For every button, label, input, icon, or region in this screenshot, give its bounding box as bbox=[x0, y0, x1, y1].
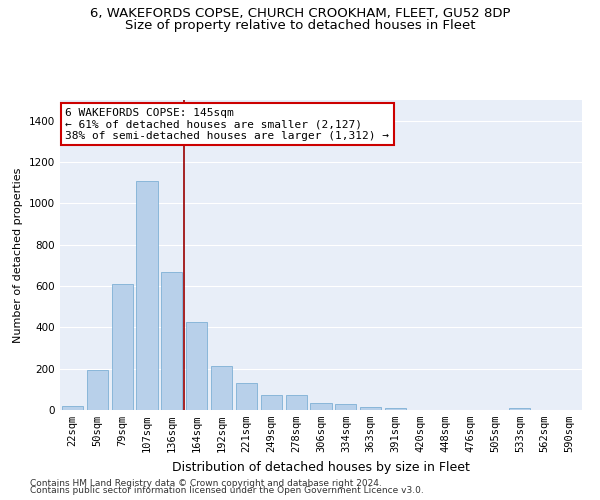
Text: Contains HM Land Registry data © Crown copyright and database right 2024.: Contains HM Land Registry data © Crown c… bbox=[30, 478, 382, 488]
Y-axis label: Number of detached properties: Number of detached properties bbox=[13, 168, 23, 342]
X-axis label: Distribution of detached houses by size in Fleet: Distribution of detached houses by size … bbox=[172, 460, 470, 473]
Bar bbox=[385, 408, 406, 410]
Bar bbox=[186, 322, 207, 410]
Bar bbox=[261, 394, 282, 410]
Bar bbox=[211, 366, 232, 410]
Text: Contains public sector information licensed under the Open Government Licence v3: Contains public sector information licen… bbox=[30, 486, 424, 495]
Bar bbox=[161, 272, 182, 410]
Bar bbox=[112, 284, 133, 410]
Bar bbox=[236, 383, 257, 410]
Text: 6 WAKEFORDS COPSE: 145sqm
← 61% of detached houses are smaller (2,127)
38% of se: 6 WAKEFORDS COPSE: 145sqm ← 61% of detac… bbox=[65, 108, 389, 141]
Bar bbox=[62, 406, 83, 410]
Bar bbox=[286, 394, 307, 410]
Text: Size of property relative to detached houses in Fleet: Size of property relative to detached ho… bbox=[125, 19, 475, 32]
Bar bbox=[310, 403, 332, 410]
Bar bbox=[136, 180, 158, 410]
Bar bbox=[509, 408, 530, 410]
Text: 6, WAKEFORDS COPSE, CHURCH CROOKHAM, FLEET, GU52 8DP: 6, WAKEFORDS COPSE, CHURCH CROOKHAM, FLE… bbox=[90, 8, 510, 20]
Bar bbox=[335, 404, 356, 410]
Bar bbox=[87, 370, 108, 410]
Bar bbox=[360, 407, 381, 410]
